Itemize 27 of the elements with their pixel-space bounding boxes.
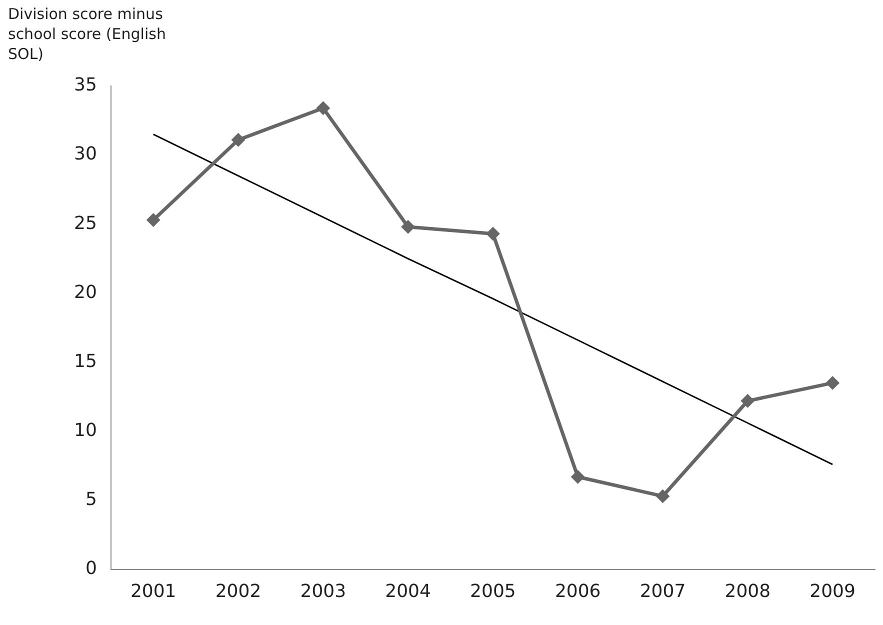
point bbox=[741, 394, 754, 408]
point bbox=[147, 214, 160, 226]
x-tick-label: 2007 bbox=[640, 580, 686, 602]
x-tick-label: 2006 bbox=[554, 580, 601, 602]
point bbox=[572, 470, 584, 484]
x-tick-label: 2005 bbox=[470, 580, 516, 602]
x-tick-label: 2001 bbox=[130, 580, 176, 602]
point bbox=[486, 228, 500, 240]
y-tick-label: 5 bbox=[85, 489, 97, 510]
y-tick-label: 25 bbox=[74, 212, 97, 234]
x-tick-label: 2004 bbox=[385, 580, 431, 602]
point bbox=[656, 490, 669, 502]
x-tick-label: 2009 bbox=[810, 580, 856, 602]
y-tick-label: 10 bbox=[74, 420, 97, 441]
point bbox=[826, 376, 839, 390]
x-tick-label: 2003 bbox=[300, 580, 346, 602]
y-tick-label: 30 bbox=[74, 144, 97, 165]
point bbox=[402, 220, 414, 234]
y-tick-label: 15 bbox=[74, 350, 97, 372]
y-tick-label: 0 bbox=[85, 558, 97, 580]
y-axis-title: Division score minus school score (English SOL) bbox=[8, 4, 167, 64]
x-tick-label: 2008 bbox=[724, 580, 771, 602]
x-tick-label: 2002 bbox=[215, 580, 262, 602]
point bbox=[232, 134, 245, 146]
point bbox=[316, 102, 330, 114]
y-tick-label: 20 bbox=[74, 282, 97, 303]
y-tick-label: 35 bbox=[74, 74, 97, 96]
